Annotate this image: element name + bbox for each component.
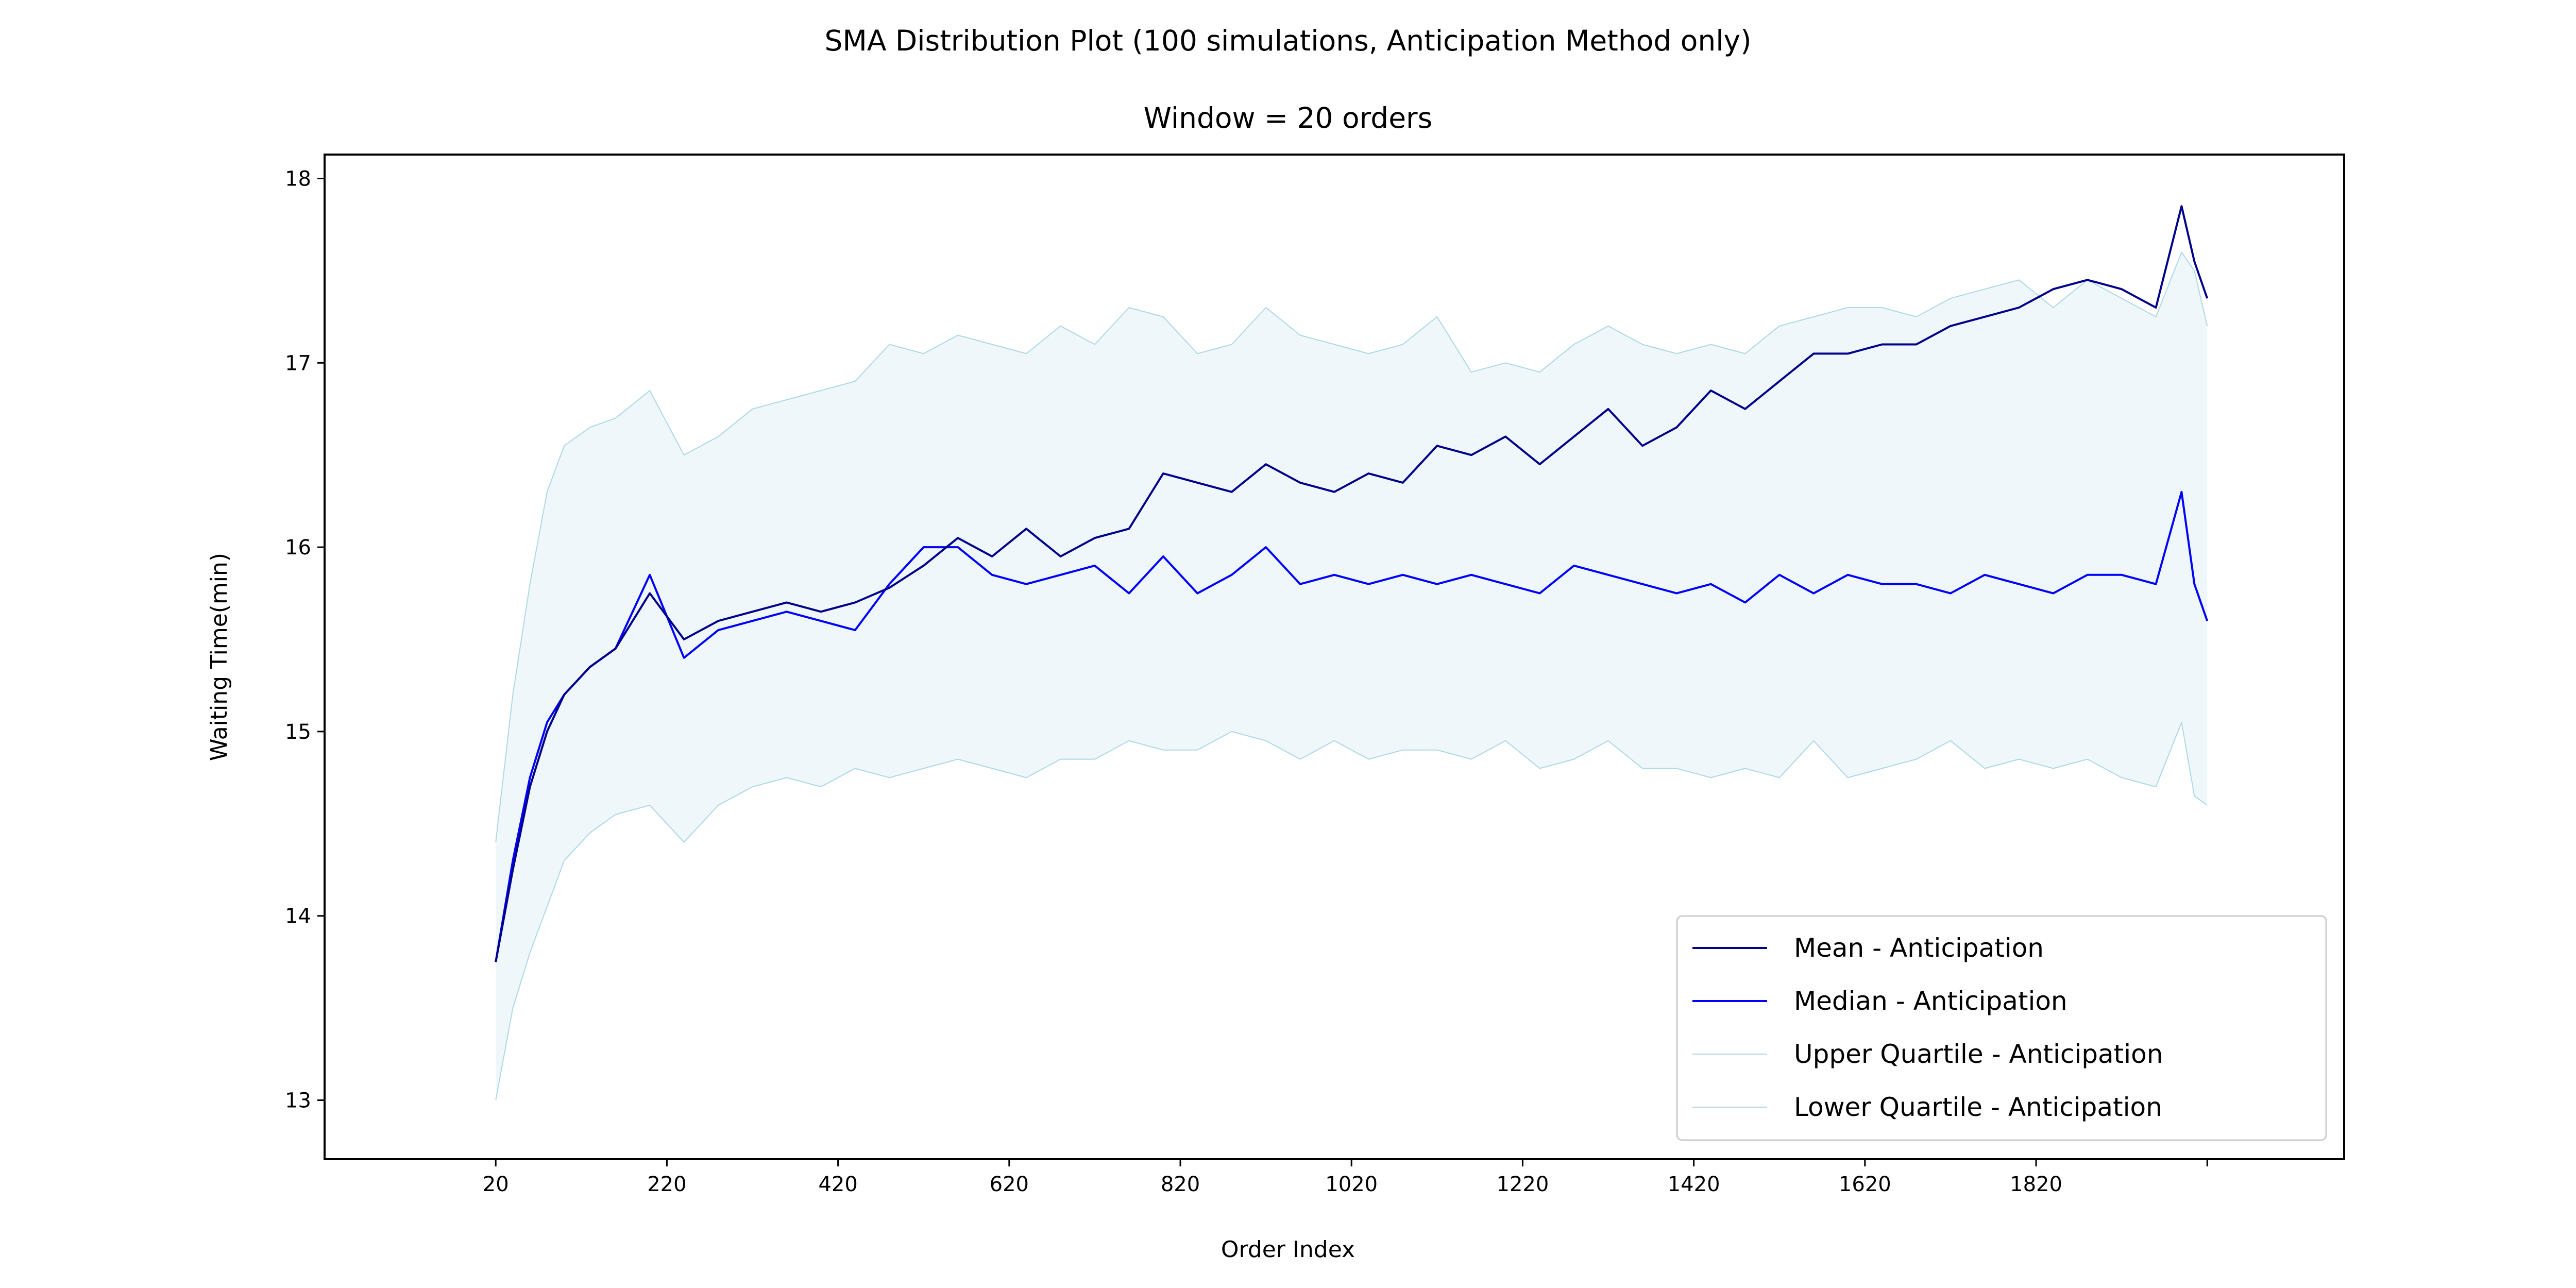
x-axis: 20 220 420 620 820 1020 1220 1420 1620 1820 xyxy=(483,1159,2208,1196)
y-tick-label: 15 xyxy=(285,720,311,744)
legend-box xyxy=(1676,915,2327,1141)
series-line-1 xyxy=(495,490,2209,962)
legend-label: Upper Quartile - Anticipation xyxy=(1794,1039,2163,1069)
y-axis-label: Waiting Time(min) xyxy=(206,553,232,761)
chart-suptitle: SMA Distribution Plot (100 simulations, … xyxy=(824,24,1751,57)
x-tick-label: 820 xyxy=(1161,1173,1200,1196)
legend-label: Median - Anticipation xyxy=(1794,986,2067,1016)
x-tick-label: 1020 xyxy=(1325,1173,1378,1196)
x-tick-label: 20 xyxy=(483,1173,509,1196)
y-tick-label: 14 xyxy=(285,905,311,928)
legend-label: Lower Quartile - Anticipation xyxy=(1794,1092,2162,1122)
y-tick-label: 18 xyxy=(285,167,311,191)
plot-frame xyxy=(324,154,2345,1160)
y-axis: 13 14 15 16 17 18 xyxy=(285,167,325,1113)
x-tick-label: 420 xyxy=(818,1173,857,1196)
series-line-0 xyxy=(495,205,2209,962)
legend: Mean - Anticipation Median - Anticipation… xyxy=(1676,915,2327,1141)
x-tick-label: 1820 xyxy=(2010,1173,2062,1196)
series-line-3 xyxy=(495,722,2208,1100)
y-tick-label: 13 xyxy=(285,1089,311,1113)
x-tick-label: 1420 xyxy=(1668,1173,1720,1196)
x-axis-label: Order Index xyxy=(1221,1236,1355,1263)
series-lines xyxy=(495,205,2209,1100)
chart-title: Window = 20 orders xyxy=(1144,101,1433,134)
y-tick-label: 16 xyxy=(285,536,311,560)
series-line-2 xyxy=(495,251,2208,842)
quartile-band-area xyxy=(496,252,2208,1100)
x-tick-label: 1220 xyxy=(1497,1173,1549,1196)
legend-label: Mean - Anticipation xyxy=(1794,933,2044,963)
x-tick-label: 220 xyxy=(647,1173,686,1196)
x-tick-label: 1620 xyxy=(1839,1173,1891,1196)
quartile-band xyxy=(496,252,2208,1100)
x-tick-label: 620 xyxy=(990,1173,1029,1196)
y-tick-label: 17 xyxy=(285,351,311,375)
